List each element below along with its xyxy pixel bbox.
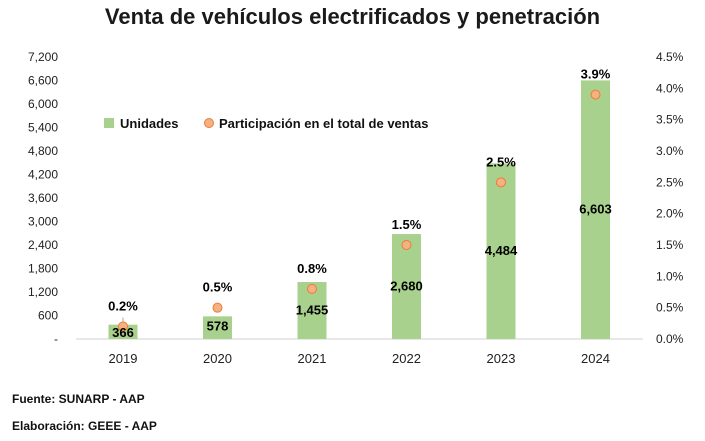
right-tick-label: 2.5% — [656, 175, 684, 189]
left-tick-label: 1,200 — [28, 285, 58, 299]
x-tick-label: 2022 — [392, 351, 421, 366]
bar-value-label: 1,455 — [296, 303, 329, 318]
participation-point — [401, 240, 412, 250]
bar-value-label: 6,603 — [579, 202, 612, 217]
percent-label: 1.5% — [392, 217, 422, 232]
percent-label: 0.5% — [203, 280, 233, 295]
bar — [203, 316, 232, 339]
legend-swatch-marker — [204, 118, 214, 128]
left-tick-label: 4,200 — [28, 168, 58, 182]
x-tick-label: 2019 — [109, 351, 138, 366]
percent-label: 2.5% — [486, 154, 516, 169]
participation-point — [212, 302, 223, 313]
left-axis: - 600 1,200 1,800 2,400 3,000 3,600 4,200 4,800 5… — [28, 50, 58, 346]
left-tick-label: 7,200 — [28, 50, 58, 64]
markers: 0.2% 0.5% 0.8% 1.5% 2.5% 3.9% 366 578 1,455 2,680… — [108, 67, 612, 340]
left-tick-label: 6,600 — [28, 74, 58, 88]
chart-title: Venta de vehículos electrificados y pene… — [104, 4, 601, 29]
x-tick-label: 2021 — [298, 351, 327, 366]
participation-point — [496, 177, 506, 188]
participation-point — [307, 283, 317, 294]
bars — [108, 80, 610, 339]
left-tick-label: 1,800 — [28, 262, 58, 276]
right-tick-label: 3.5% — [656, 113, 684, 127]
bar-value-label: 578 — [207, 318, 229, 333]
bar-value-label: 2,680 — [390, 279, 423, 294]
left-tick-label: - — [54, 332, 58, 346]
left-tick-label: 2,400 — [28, 238, 58, 252]
left-tick-label: 5,400 — [28, 121, 58, 135]
legend-label-marker: Participación en el total de ventas — [219, 116, 429, 131]
x-axis: 2019 2020 2021 2022 2023 2024 — [109, 351, 610, 366]
right-tick-label: 3.0% — [656, 144, 684, 158]
right-tick-label: 1.5% — [656, 238, 684, 252]
x-tick-label: 2024 — [581, 351, 610, 366]
percent-label: 3.9% — [581, 67, 611, 82]
legend-label-bar: Unidades — [120, 116, 179, 131]
right-tick-label: 0.5% — [656, 301, 684, 315]
left-tick-label: 6,000 — [28, 97, 58, 111]
bar-value-label: 366 — [112, 325, 134, 340]
right-tick-label: 0.0% — [656, 332, 684, 346]
left-tick-label: 4,800 — [28, 144, 58, 158]
x-tick-label: 2020 — [203, 351, 232, 366]
right-axis: 0.0% 0.5% 1.0% 1.5% 2.0% 2.5% 3.0% 3.5% 4.0% 4.5% — [656, 50, 684, 346]
legend-swatch-bar — [104, 118, 114, 128]
bar — [392, 234, 421, 339]
source-note: Fuente: SUNARP - AAP — [12, 392, 145, 406]
bar — [581, 80, 610, 339]
bar — [486, 163, 516, 339]
prepared-by-note: Elaboración: GEEE - AAP — [12, 419, 157, 433]
percent-label: 0.2% — [108, 298, 138, 313]
right-tick-label: 4.0% — [656, 81, 684, 95]
right-tick-label: 4.5% — [656, 50, 684, 64]
left-tick-label: 600 — [38, 309, 58, 323]
left-tick-label: 3,600 — [28, 191, 58, 205]
participation-point — [118, 321, 128, 332]
percent-label: 0.8% — [297, 261, 327, 276]
legend: Unidades Participación en el total de ve… — [104, 116, 429, 131]
participation-point — [590, 89, 601, 100]
bar-value-label: 4,484 — [485, 243, 518, 258]
right-tick-label: 2.0% — [656, 207, 684, 221]
left-tick-label: 3,000 — [28, 215, 58, 229]
x-tick-label: 2023 — [487, 351, 516, 366]
right-tick-label: 1.0% — [656, 269, 684, 283]
